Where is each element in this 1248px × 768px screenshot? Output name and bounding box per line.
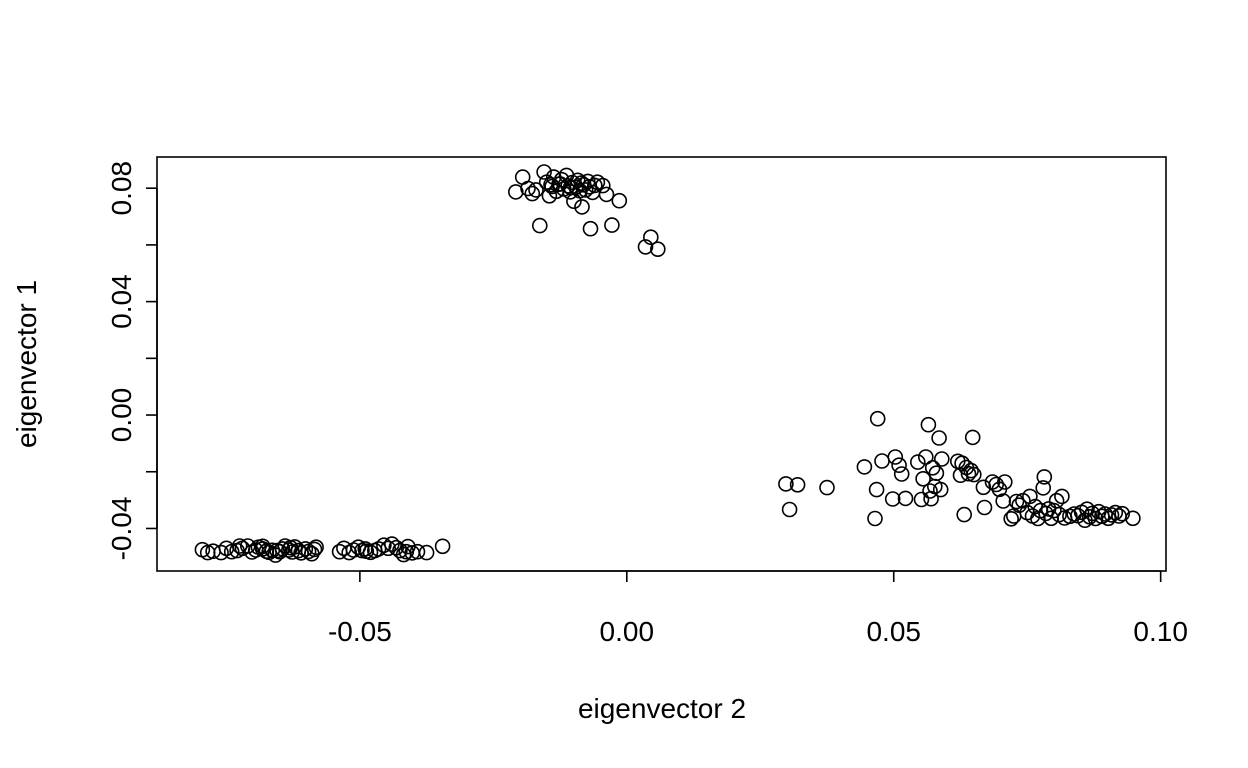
data-point — [282, 539, 299, 556]
data-point — [915, 470, 931, 487]
data-point — [893, 466, 910, 482]
data-point — [789, 476, 806, 493]
data-point — [1054, 488, 1070, 505]
data-point — [642, 229, 659, 245]
data-point — [520, 180, 536, 197]
data-point — [1107, 504, 1124, 521]
data-point — [964, 429, 981, 446]
data-point — [960, 465, 977, 482]
data-point — [909, 454, 926, 470]
data-point — [922, 483, 938, 499]
x-tick-label: 0.05 — [866, 616, 921, 647]
y-tick-label: -0.04 — [106, 497, 137, 561]
data-point — [409, 543, 426, 560]
data-point — [398, 543, 415, 560]
data-point — [649, 241, 666, 257]
y-tick-label: 0.08 — [106, 161, 137, 216]
data-point — [582, 220, 599, 237]
data-point — [524, 185, 541, 202]
data-point — [574, 199, 590, 215]
data-point — [965, 466, 982, 483]
data-point — [434, 538, 451, 555]
data-point — [598, 186, 615, 203]
data-point — [418, 544, 435, 561]
data-point — [358, 543, 375, 560]
data-point — [778, 476, 794, 492]
data-point — [1081, 508, 1098, 525]
data-point — [996, 474, 1013, 490]
data-points — [194, 164, 1141, 563]
data-point — [594, 177, 611, 194]
data-point — [543, 177, 559, 193]
data-point — [1022, 488, 1038, 505]
data-point — [308, 539, 324, 556]
data-point — [917, 449, 934, 465]
data-point — [891, 457, 907, 474]
data-point — [976, 499, 993, 516]
data-point — [869, 410, 886, 427]
data-point — [931, 430, 947, 446]
data-point — [932, 481, 949, 498]
data-point — [213, 544, 229, 561]
data-point — [1035, 480, 1051, 496]
data-point — [920, 416, 937, 433]
data-point — [573, 175, 590, 191]
data-point — [341, 544, 358, 561]
data-point — [988, 476, 1005, 493]
data-point — [1079, 501, 1095, 518]
data-point — [1125, 510, 1141, 527]
x-axis: -0.05 0.00 0.05 0.10 — [328, 570, 1188, 647]
data-point — [1103, 507, 1120, 523]
data-point — [963, 462, 979, 479]
y-tick-label: 0.04 — [106, 274, 137, 329]
x-axis-title: eigenvector 2 — [578, 693, 746, 724]
data-point — [897, 490, 914, 507]
data-point — [1046, 502, 1062, 519]
y-tick-label: 0.00 — [106, 388, 137, 443]
data-point — [611, 192, 628, 209]
data-point — [1036, 469, 1053, 485]
data-point — [887, 449, 904, 465]
data-point — [884, 491, 901, 507]
data-point — [536, 164, 552, 180]
data-point — [376, 537, 392, 554]
data-point — [231, 538, 248, 554]
data-point — [531, 217, 548, 234]
data-point — [380, 540, 397, 557]
y-axis: -0.04 0.00 0.04 0.08 — [106, 161, 158, 561]
x-tick-label: -0.05 — [328, 616, 392, 647]
data-point — [819, 479, 835, 496]
x-tick-label: 0.00 — [600, 616, 655, 647]
data-point — [562, 179, 579, 196]
data-point — [913, 491, 930, 508]
data-point — [223, 543, 240, 560]
data-point — [306, 541, 323, 558]
data-point — [604, 217, 620, 233]
data-point — [1114, 505, 1130, 522]
data-point — [867, 510, 883, 527]
y-axis-title: eigenvector 1 — [11, 280, 42, 448]
data-point — [928, 465, 945, 482]
data-point — [552, 176, 568, 192]
data-point — [1003, 510, 1020, 527]
data-point — [1005, 508, 1022, 524]
data-point — [528, 182, 544, 198]
data-point — [874, 453, 890, 469]
data-point — [933, 451, 950, 467]
data-point — [868, 481, 885, 498]
data-point — [956, 506, 973, 523]
data-point — [637, 239, 654, 255]
data-point — [856, 459, 873, 475]
x-tick-label: 0.10 — [1133, 616, 1188, 647]
data-point — [781, 501, 798, 518]
data-point — [392, 542, 408, 559]
data-point — [1008, 493, 1025, 510]
data-point — [254, 538, 271, 555]
